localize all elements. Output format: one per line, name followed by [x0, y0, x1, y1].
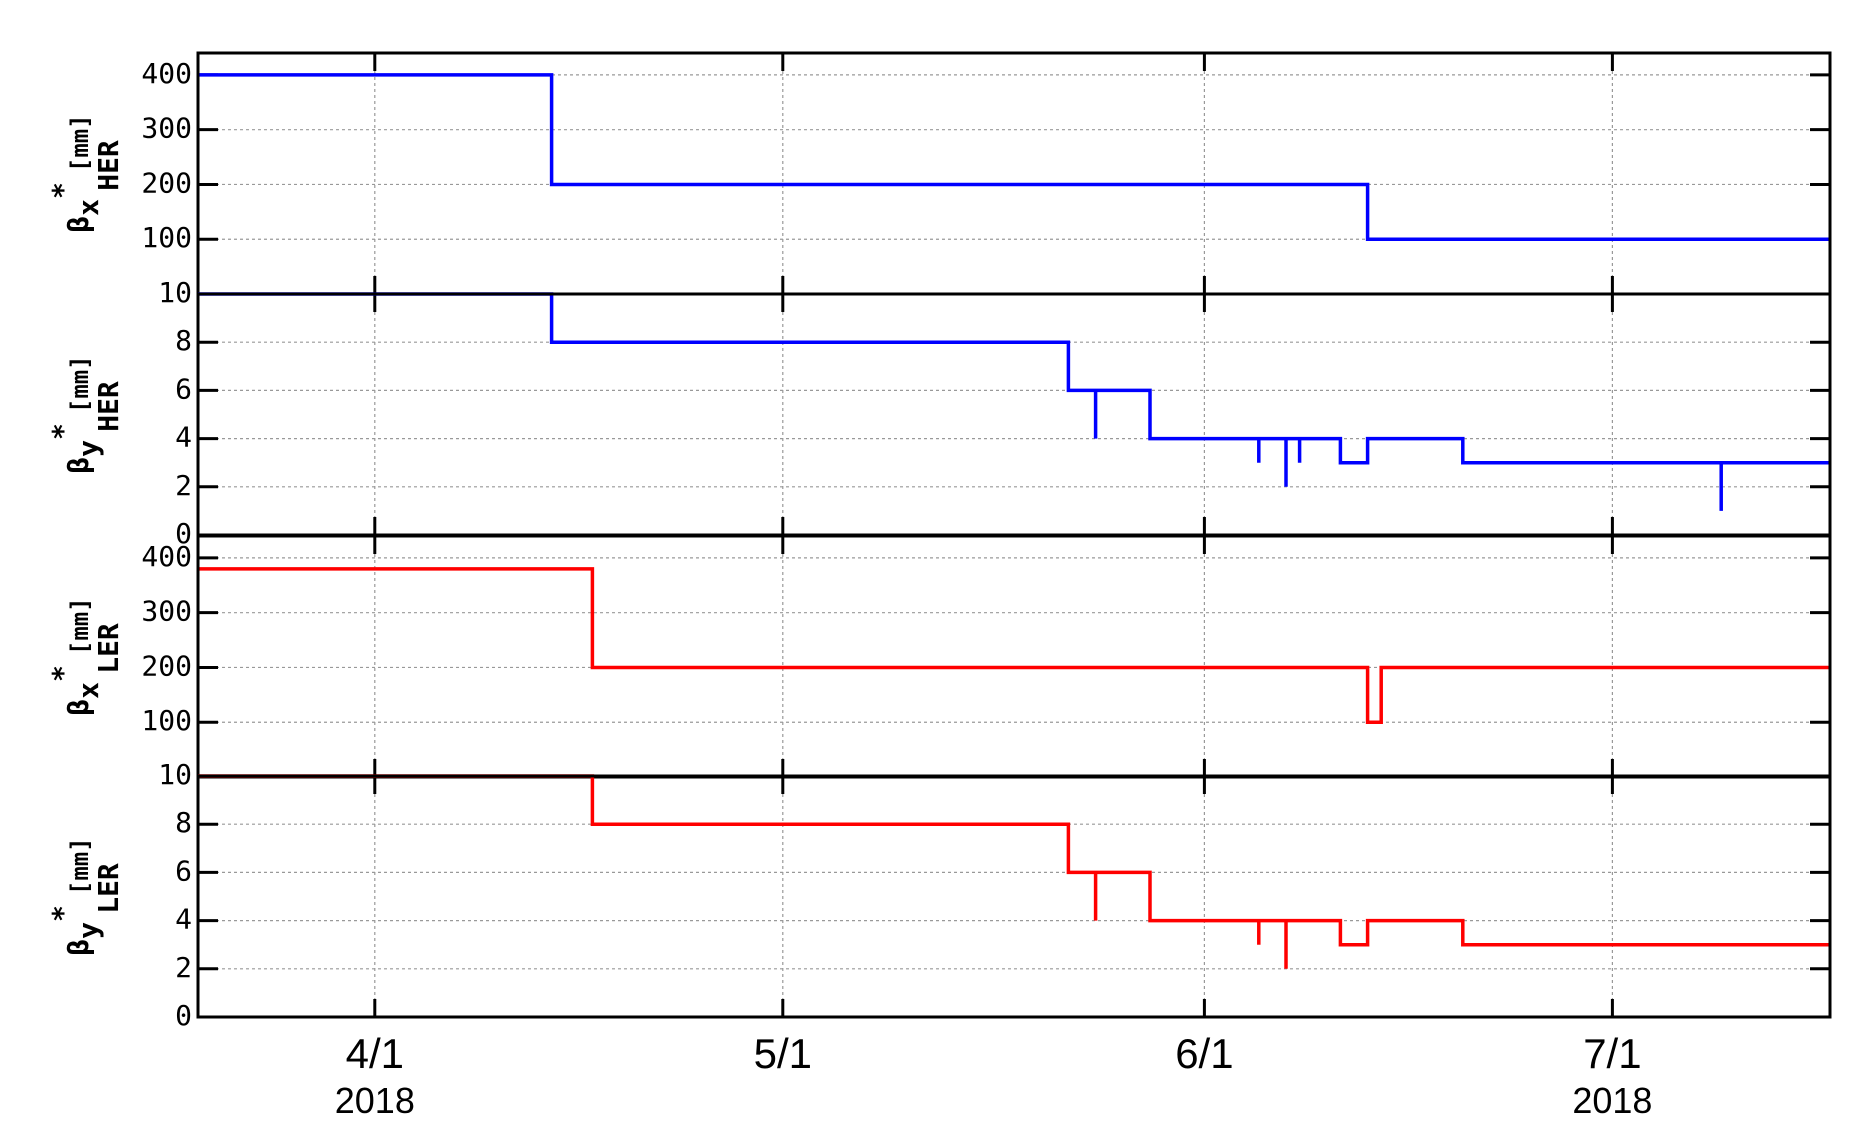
y-label-sub: x — [72, 199, 105, 216]
y-tick-label: 10 — [158, 276, 192, 309]
y-label-unit: [mm] — [66, 114, 94, 172]
y-label-main: βy* [mm] — [46, 837, 105, 955]
y-label-unit: [mm] — [66, 355, 94, 413]
panel-frame — [196, 534, 1832, 779]
y-label-symbol: β — [62, 216, 95, 233]
y-label-unit: [mm] — [66, 597, 94, 655]
y-label-symbol: β — [62, 457, 95, 474]
y-tick-label: 0 — [175, 999, 192, 1032]
y-tick-label: 2 — [175, 951, 192, 984]
panel-frame — [196, 51, 1832, 296]
y-label-sub: y — [72, 440, 105, 457]
y-label-sup: * — [46, 182, 79, 199]
y-tick-label: 100 — [141, 704, 192, 737]
x-tick-label: 4/1 — [346, 1030, 404, 1077]
y-tick-label: 4 — [175, 421, 192, 454]
y-tick-label: 6 — [175, 854, 192, 887]
y-label-sup: * — [46, 665, 79, 682]
y-axis-label: βy* [mm]HER — [46, 355, 125, 473]
x-tick-label: 5/1 — [754, 1030, 812, 1077]
y-label-ring: LER — [92, 863, 125, 914]
y-axis-label: βx* [mm]LER — [46, 597, 125, 715]
step-line — [198, 73, 1830, 241]
year-label: 2018 — [335, 1080, 415, 1121]
y-axis-label: βx* [mm]HER — [46, 114, 125, 232]
y-tick-label: 400 — [141, 540, 192, 573]
panel-frame — [196, 292, 1832, 537]
y-tick-label: 6 — [175, 372, 192, 405]
y-tick-label: 200 — [141, 649, 192, 682]
y-tick-label: 400 — [141, 57, 192, 90]
y-tick-label: 4 — [175, 903, 192, 936]
y-tick-label: 8 — [175, 806, 192, 839]
y-tick-label: 100 — [141, 221, 192, 254]
y-label-main: βy* [mm] — [46, 355, 105, 473]
y-label-sub: y — [72, 922, 105, 939]
step-line — [198, 774, 1830, 969]
y-tick-label: 8 — [175, 324, 192, 357]
y-label-sup: * — [46, 905, 79, 922]
y-label-ring: LER — [92, 623, 125, 674]
y-label-ring: HER — [92, 381, 125, 432]
year-label: 2018 — [1572, 1080, 1652, 1121]
x-tick-label: 6/1 — [1175, 1030, 1233, 1077]
panel-frame — [196, 774, 1832, 1019]
y-label-sub: x — [72, 682, 105, 699]
y-label-symbol: β — [62, 939, 95, 956]
y-label-sup: * — [46, 423, 79, 440]
y-tick-label: 200 — [141, 166, 192, 199]
x-tick-label: 7/1 — [1583, 1030, 1641, 1077]
step-line — [198, 567, 1830, 724]
step-line — [198, 292, 1830, 511]
y-tick-label: 300 — [141, 595, 192, 628]
y-tick-label: 2 — [175, 469, 192, 502]
y-label-unit: [mm] — [66, 837, 94, 895]
y-tick-label: 10 — [158, 758, 192, 791]
y-tick-label: 300 — [141, 112, 192, 145]
y-axis-label: βy* [mm]LER — [46, 837, 125, 955]
y-label-ring: HER — [92, 140, 125, 191]
y-label-main: βx* [mm] — [46, 597, 105, 715]
y-tick-label: 0 — [175, 517, 192, 550]
y-label-main: βx* [mm] — [46, 114, 105, 232]
y-label-symbol: β — [62, 699, 95, 716]
